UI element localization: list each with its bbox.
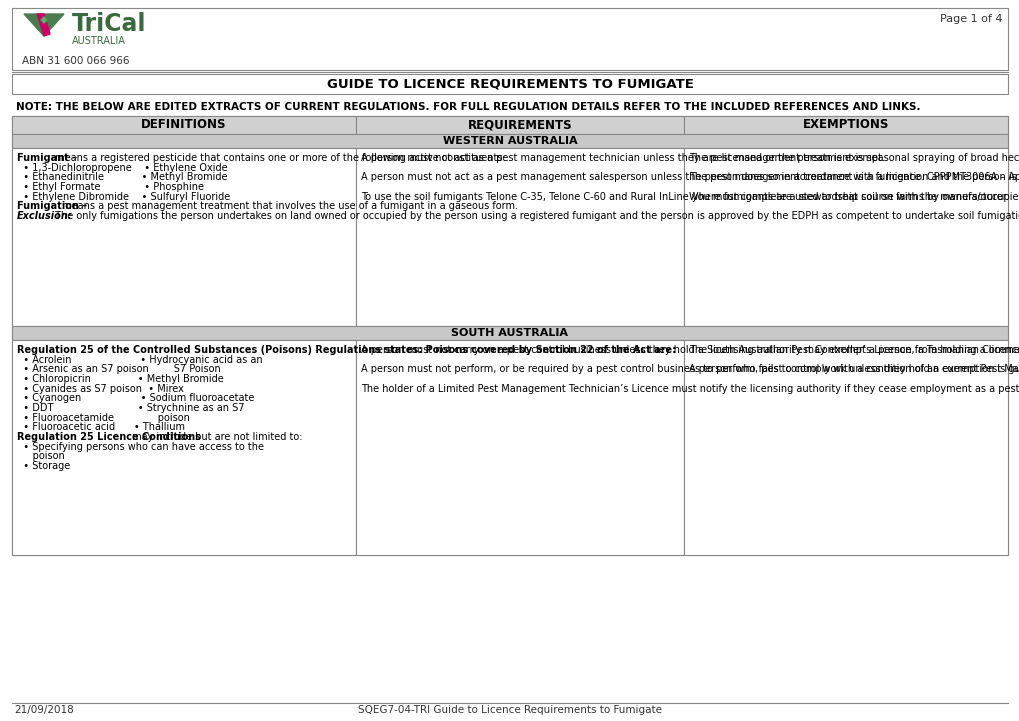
Text: Exclusion:: Exclusion: (17, 211, 72, 221)
Text: SQEG7-04-TRI Guide to Licence Requirements to Fumigate: SQEG7-04-TRI Guide to Licence Requiremen… (358, 705, 661, 715)
Text: The pest management treatment is seasonal spraying of broad hectare or pasture p: The pest management treatment is seasona… (689, 153, 1019, 163)
Bar (12, 326, 1007, 340)
Text: • Cyanides as S7 poison  • Mirex: • Cyanides as S7 poison • Mirex (17, 384, 183, 394)
Text: • Chloropicrin               • Methyl Bromide: • Chloropicrin • Methyl Bromide (17, 374, 223, 384)
Text: Fumigation –: Fumigation – (17, 201, 87, 211)
Bar (684, 148, 1007, 326)
Bar (12, 74, 1007, 94)
Text: means a pest management treatment that involves the use of a fumigant in a gaseo: means a pest management treatment that i… (59, 201, 518, 211)
Text: • Fluoroacetamide              poison: • Fluoroacetamide poison (17, 412, 190, 423)
Bar (356, 340, 684, 555)
Text: • Ethylene Dibromide    • Sulfuryl Fluoride: • Ethylene Dibromide • Sulfuryl Fluoride (17, 192, 230, 202)
Text: may include but are not limited to:: may include but are not limited to: (128, 432, 303, 442)
Polygon shape (37, 14, 50, 36)
Text: The licensing authority may exempt a person from holding a licence on such condi: The licensing authority may exempt a per… (689, 345, 1019, 355)
Text: Page 1 of 4: Page 1 of 4 (940, 14, 1002, 24)
Text: A person must not act as a pest management salesperson unless the person does so: A person must not act as a pest manageme… (361, 172, 1019, 182)
Text: • Arsenic as an S7 poison        S7 Poison: • Arsenic as an S7 poison S7 Poison (17, 364, 220, 374)
Bar (12, 116, 356, 134)
Polygon shape (24, 14, 64, 36)
Text: A person must not perform, or be required by a pest control business to perform,: A person must not perform, or be require… (361, 364, 1019, 374)
Text: • DDT                           • Strychnine as an S7: • DDT • Strychnine as an S7 (17, 403, 245, 413)
Text: 21/09/2018: 21/09/2018 (14, 705, 73, 715)
Bar (684, 116, 1007, 134)
Bar (12, 116, 1007, 555)
Bar (12, 148, 356, 326)
Text: • Storage: • Storage (17, 461, 70, 471)
Bar (12, 134, 1007, 148)
Text: means a registered pesticide that contains one or more of the following active c: means a registered pesticide that contai… (52, 153, 505, 163)
Text: A person must not carry on a pest control business unless they hold a South Aust: A person must not carry on a pest contro… (361, 345, 1019, 355)
Text: • Fluoroacetic acid      • Thallium: • Fluoroacetic acid • Thallium (17, 423, 184, 433)
Text: DEFINITIONS: DEFINITIONS (141, 118, 226, 131)
Text: A person must not act as a pest management technician unless they are licensed o: A person must not act as a pest manageme… (361, 153, 883, 163)
Bar (684, 340, 1007, 555)
Text: WESTERN AUSTRALIA: WESTERN AUSTRALIA (442, 136, 577, 146)
Text: Regulation 25 of the Controlled Substances (Poisons) Regulations states: Poisons: Regulation 25 of the Controlled Substanc… (17, 345, 676, 355)
Text: Regulation 25 Licence Conditions: Regulation 25 Licence Conditions (17, 432, 201, 442)
Text: • Cyanogen                   • Sodium fluoroacetate: • Cyanogen • Sodium fluoroacetate (17, 393, 254, 403)
Text: EXEMPTIONS: EXEMPTIONS (802, 118, 889, 131)
Text: poison: poison (17, 451, 64, 461)
Text: • 1,3-Dichloropropene    • Ethylene Oxide: • 1,3-Dichloropropene • Ethylene Oxide (17, 163, 227, 172)
Bar (356, 116, 684, 134)
Text: ABN 31 600 066 966: ABN 31 600 066 966 (22, 56, 129, 66)
Text: The only fumigations the person undertakes on land owned or occupied by the pers: The only fumigations the person undertak… (52, 211, 1019, 221)
Text: • Acrolein                      • Hydrocyanic acid as an: • Acrolein • Hydrocyanic acid as an (17, 355, 262, 365)
Bar (12, 8, 1007, 70)
Text: The pest management treatment is a fumigation and the person is assisting or sup: The pest management treatment is a fumig… (689, 172, 1019, 182)
Text: To use the soil fumigants Telone C-35, Telone C-60 and Rural InLine you must com: To use the soil fumigants Telone C-35, T… (361, 192, 1008, 202)
Text: A person who fails to comply with a condition of an exemption is guilty of an of: A person who fails to comply with a cond… (689, 364, 1019, 374)
Bar (12, 340, 356, 555)
Text: Where fumigants are used to treat soil on farms by owners/occupiers no licence i: Where fumigants are used to treat soil o… (689, 192, 1019, 202)
Text: The holder of a Limited Pest Management Technician’s Licence must notify the lic: The holder of a Limited Pest Management … (361, 384, 1019, 394)
Text: REQUIREMENTS: REQUIREMENTS (467, 118, 572, 131)
Text: TriCal: TriCal (72, 12, 147, 36)
Bar (356, 148, 684, 326)
Polygon shape (40, 16, 48, 24)
Text: • Specifying persons who can have access to the: • Specifying persons who can have access… (17, 441, 264, 451)
Text: Fumigant –: Fumigant – (17, 153, 76, 163)
Text: AUSTRALIA: AUSTRALIA (72, 36, 125, 46)
Text: SOUTH AUSTRALIA: SOUTH AUSTRALIA (451, 328, 568, 338)
Text: • Ethanedinitrile            • Methyl Bromide: • Ethanedinitrile • Methyl Bromide (17, 172, 227, 182)
Text: NOTE: THE BELOW ARE EDITED EXTRACTS OF CURRENT REGULATIONS. FOR FULL REGULATION : NOTE: THE BELOW ARE EDITED EXTRACTS OF C… (16, 102, 919, 112)
Text: • Ethyl Formate              • Phosphine: • Ethyl Formate • Phosphine (17, 182, 204, 192)
Text: GUIDE TO LICENCE REQUIREMENTS TO FUMIGATE: GUIDE TO LICENCE REQUIREMENTS TO FUMIGAT… (326, 77, 693, 91)
